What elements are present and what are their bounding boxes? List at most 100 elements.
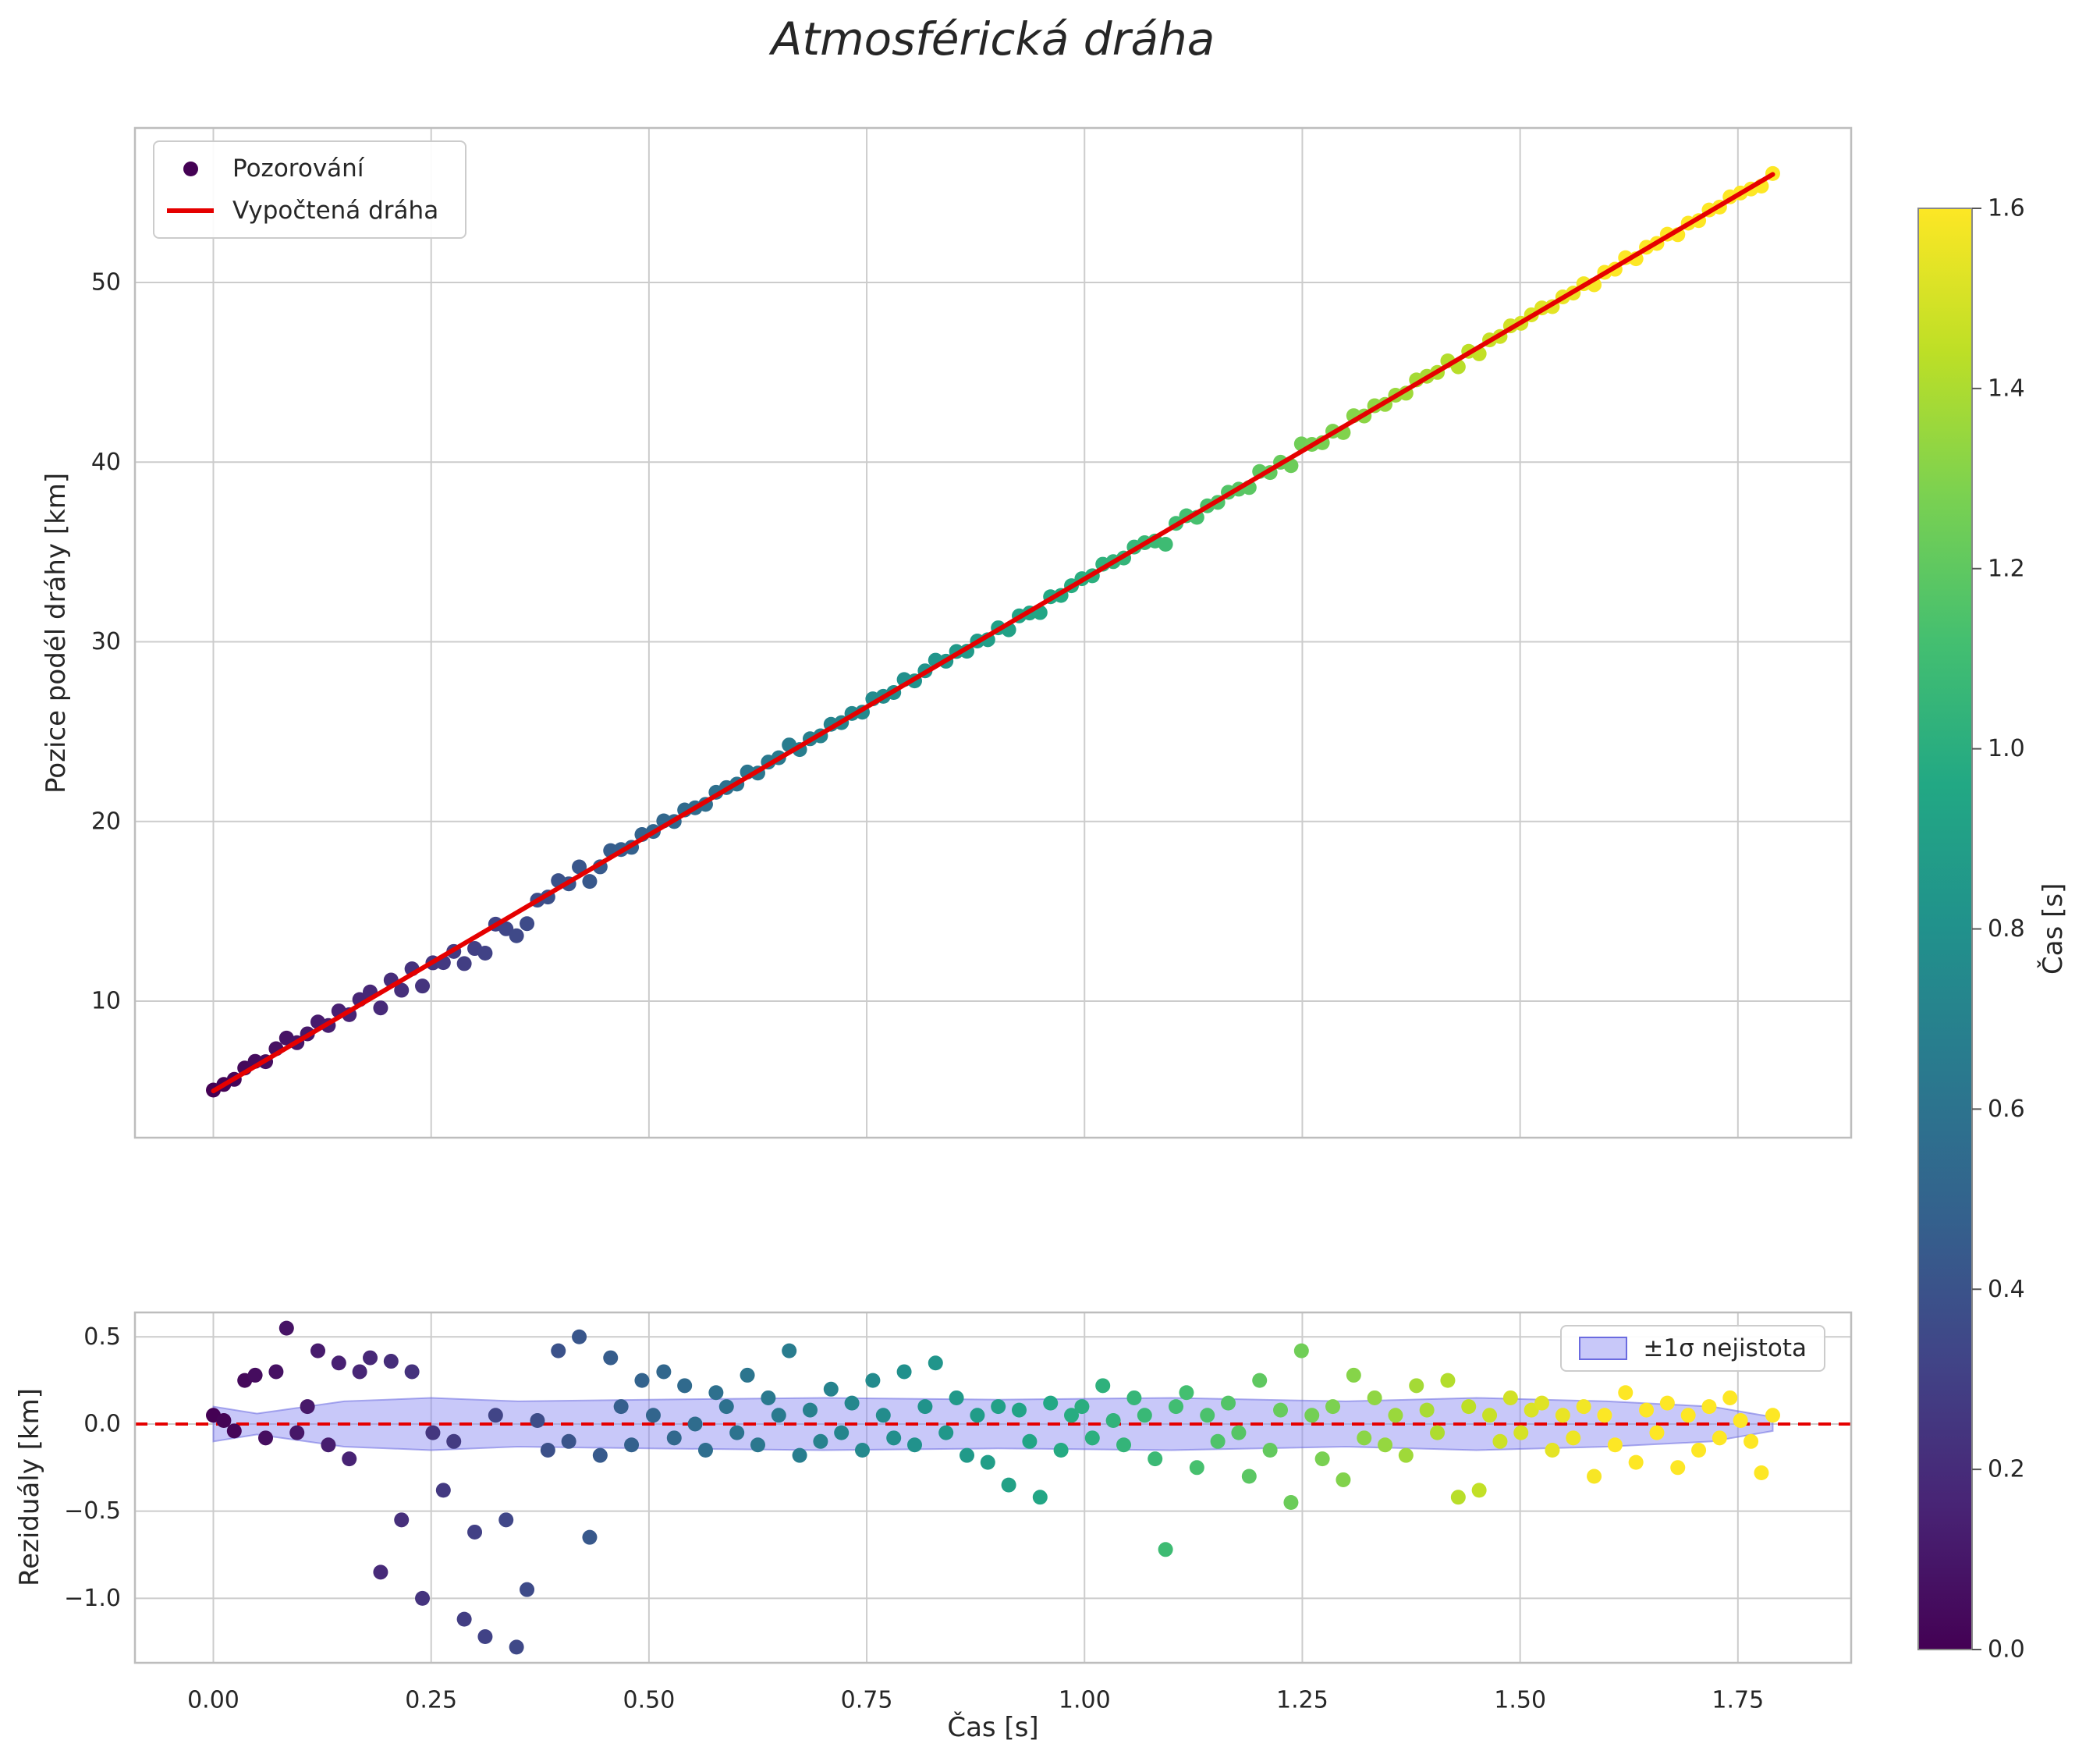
residual-point <box>530 1412 545 1428</box>
residual-point <box>1701 1399 1717 1415</box>
colorbar-tick-label: 0.2 <box>1988 1456 2025 1483</box>
residual-point <box>991 1399 1006 1415</box>
residual-point <box>540 1442 555 1458</box>
residual-point <box>1221 1395 1236 1411</box>
residual-point <box>363 1350 378 1366</box>
observation-point <box>582 874 598 890</box>
residual-point <box>928 1355 943 1371</box>
residual-point <box>938 1425 954 1440</box>
residual-point <box>321 1437 336 1453</box>
residual-point <box>802 1402 818 1418</box>
residual-point <box>1043 1395 1059 1411</box>
residual-point <box>970 1408 985 1423</box>
residual-point <box>1064 1408 1080 1423</box>
residual-point <box>1649 1425 1665 1440</box>
residual-point <box>1189 1460 1204 1476</box>
residual-point <box>740 1367 755 1383</box>
top-ylabel: Pozice podél dráhy [km] <box>41 472 72 794</box>
x-tick-label: 0.50 <box>623 1687 675 1714</box>
residual-point <box>1409 1378 1424 1394</box>
x-tick-label: 1.50 <box>1494 1687 1546 1714</box>
residual-point <box>572 1329 587 1344</box>
residual-point <box>1314 1451 1330 1467</box>
residual-point <box>435 1483 451 1498</box>
residual-point <box>1628 1454 1644 1470</box>
residual-point <box>404 1364 420 1380</box>
residual-point <box>1733 1412 1748 1428</box>
observation-point <box>520 916 535 932</box>
residual-point <box>1200 1408 1215 1423</box>
x-axis-label: Čas [s] <box>947 1712 1039 1743</box>
x-tick-label: 0.00 <box>187 1687 239 1714</box>
residual-point <box>1116 1437 1132 1453</box>
residual-point <box>886 1430 902 1446</box>
residual-point <box>1607 1437 1623 1453</box>
residual-point <box>373 1564 388 1580</box>
residual-point <box>1754 1465 1769 1481</box>
legend-row-observations: Pozorování <box>165 154 438 183</box>
residual-point <box>383 1354 399 1369</box>
residual-point <box>813 1433 828 1449</box>
residual-point <box>613 1399 629 1415</box>
residual-point <box>1074 1399 1090 1415</box>
residual-point <box>1346 1367 1361 1383</box>
residual-point <box>697 1442 713 1458</box>
residual-point <box>896 1364 912 1380</box>
residual-point <box>1639 1402 1655 1418</box>
residual-point <box>446 1433 462 1449</box>
residual-point <box>823 1381 839 1397</box>
residual-point <box>456 1611 472 1627</box>
residual-point <box>1105 1412 1121 1428</box>
observation-point <box>373 1000 388 1016</box>
colorbar-label: Čas [s] <box>2038 883 2069 975</box>
residual-point <box>247 1367 263 1383</box>
residual-point <box>1084 1430 1100 1446</box>
residual-point <box>603 1350 619 1366</box>
residual-point <box>1712 1430 1727 1446</box>
band-patch-icon <box>1579 1337 1628 1360</box>
residual-point <box>1450 1490 1466 1505</box>
observation-point <box>498 921 514 936</box>
colorbar-tick-label: 0.0 <box>1988 1636 2025 1664</box>
residual-point <box>624 1437 640 1453</box>
residual-point <box>761 1390 776 1405</box>
residual-point <box>1095 1378 1111 1394</box>
legend-top: Pozorování Vypočtená dráha <box>153 140 467 239</box>
residual-point <box>1576 1399 1591 1415</box>
residual-point <box>1597 1408 1612 1423</box>
residual-point <box>1325 1399 1341 1415</box>
residual-point <box>394 1512 410 1528</box>
legend-row-fit: Vypočtená dráha <box>165 197 438 225</box>
colorbar-tick-label: 1.0 <box>1988 735 2025 762</box>
residual-point <box>1743 1433 1759 1449</box>
residual-point <box>1765 1408 1780 1423</box>
residual-point <box>1231 1425 1247 1440</box>
observation-point <box>477 945 493 961</box>
residual-point <box>520 1582 535 1597</box>
residual-point <box>1126 1390 1142 1405</box>
residual-point <box>1137 1408 1152 1423</box>
residual-point <box>1555 1408 1570 1423</box>
observation-point <box>1158 536 1173 552</box>
residual-point <box>289 1425 305 1440</box>
residual-point <box>1566 1430 1581 1446</box>
residual-point <box>1388 1408 1403 1423</box>
residual-point <box>687 1416 703 1432</box>
residual-point <box>268 1364 284 1380</box>
axes-spines <box>133 126 1853 1139</box>
residual-point <box>1419 1402 1435 1418</box>
residual-point <box>634 1373 650 1388</box>
y-tick-label: −1.0 <box>64 1585 121 1612</box>
residual-point <box>1440 1373 1456 1388</box>
line-marker-icon <box>167 208 214 213</box>
trajectory-plot: 10 20 30 40 50 <box>91 126 1853 1139</box>
colorbar-tick-label: 0.6 <box>1988 1096 2025 1123</box>
y-tick-label: 0.0 <box>83 1410 121 1437</box>
residual-point <box>1492 1433 1508 1449</box>
residual-point <box>1001 1477 1016 1493</box>
legend-label-observations: Pozorování <box>232 154 364 183</box>
residual-point <box>677 1378 693 1394</box>
residual-point <box>592 1447 608 1463</box>
chart-title: Atmosférická dráha <box>771 12 1215 66</box>
residual-point <box>729 1425 745 1440</box>
